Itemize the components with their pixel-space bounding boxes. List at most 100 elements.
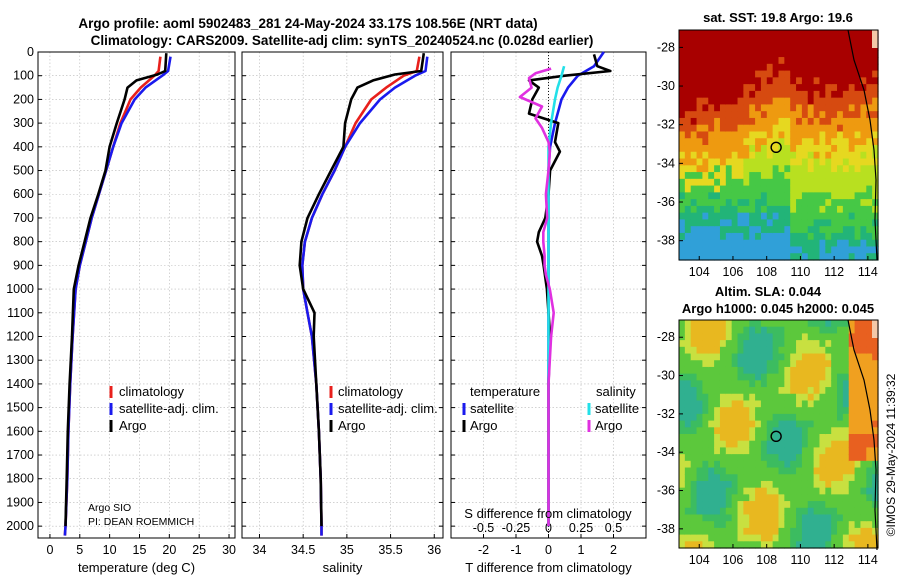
map-cell <box>854 460 862 469</box>
map-cell <box>860 57 867 65</box>
map-cell <box>725 353 733 361</box>
map-cell <box>842 434 850 442</box>
x-tick-label: 15 <box>133 543 147 557</box>
map-cell <box>743 534 750 542</box>
map-cell <box>772 393 780 402</box>
map-cell <box>749 185 756 193</box>
map-cell <box>825 440 832 449</box>
map-cell <box>684 454 692 462</box>
map-cell <box>831 158 838 166</box>
map-cell <box>848 514 856 522</box>
map-cell <box>690 165 698 173</box>
map-cell <box>831 360 838 368</box>
map-cell <box>772 474 780 482</box>
map-cell <box>819 63 826 72</box>
map-cell <box>743 340 750 348</box>
y-tick-label: 1300 <box>6 353 34 367</box>
map-cell <box>813 413 821 422</box>
map-cell <box>690 366 698 375</box>
map-cell <box>866 63 873 72</box>
map-cell <box>679 494 686 502</box>
map-cell <box>772 36 780 45</box>
y-tick-label: 200 <box>13 92 34 106</box>
map-cell <box>825 507 832 516</box>
map-cell <box>690 521 698 529</box>
map-cell <box>813 460 821 469</box>
map-cell <box>842 253 850 261</box>
map-cell <box>819 346 826 355</box>
map-cell <box>790 467 797 475</box>
map-cell <box>848 104 856 112</box>
map-cell <box>813 165 821 173</box>
map-cell <box>679 467 686 475</box>
map-cell <box>760 158 768 166</box>
map-cell <box>796 145 803 153</box>
map-cell <box>807 534 815 542</box>
map-cell <box>714 43 721 51</box>
map-cell <box>696 232 704 241</box>
map-cell <box>772 151 780 160</box>
map-cell <box>725 440 733 449</box>
map-cell <box>778 507 785 516</box>
map-cell <box>801 360 809 368</box>
map-cell <box>702 246 709 254</box>
map-cell <box>837 454 844 462</box>
map-cell <box>702 360 709 368</box>
map-cell <box>760 380 768 388</box>
map-cell <box>696 393 704 402</box>
map-cell <box>690 380 698 388</box>
map-cell <box>679 393 686 402</box>
map-cell <box>719 70 727 78</box>
x-tick-label: 108 <box>756 553 777 567</box>
map-cell <box>837 487 844 495</box>
map-cell <box>731 199 739 207</box>
map-cell <box>679 474 686 482</box>
map-cell <box>825 487 832 495</box>
legend-label-s-satellite: satellite <box>595 401 639 416</box>
map-cell <box>831 534 838 542</box>
map-cell <box>778 111 785 119</box>
map-cell <box>837 138 844 146</box>
y-tick-label: 700 <box>13 211 34 225</box>
map-cell <box>702 70 709 78</box>
map-cell <box>708 246 715 254</box>
map-cell <box>755 117 762 126</box>
map-cell <box>749 63 756 72</box>
map-cell <box>696 507 704 516</box>
map-cell <box>708 43 715 51</box>
map-cell <box>772 454 780 462</box>
map-cell <box>766 185 774 193</box>
map-cell <box>708 232 715 241</box>
map-cell <box>872 253 879 261</box>
map-cell <box>725 527 733 536</box>
map-cell <box>690 440 698 449</box>
map-cell <box>702 239 709 248</box>
map-cell <box>702 131 709 139</box>
map-cell <box>842 239 850 248</box>
map-cell <box>708 467 715 475</box>
map-cell <box>679 70 686 78</box>
map-cell <box>731 57 739 65</box>
map-cell <box>784 393 791 402</box>
map-cell <box>784 494 791 502</box>
map-cell <box>755 480 762 489</box>
map-cell <box>760 219 768 227</box>
map-cell <box>684 219 692 227</box>
map-cell <box>825 36 832 45</box>
map-cell <box>778 77 785 85</box>
map-cell <box>854 158 862 166</box>
map-cell <box>801 373 809 381</box>
map-cell <box>819 494 826 502</box>
map-cell <box>801 178 809 187</box>
map-cell <box>807 104 815 112</box>
map-cell <box>813 57 821 65</box>
map-cell <box>731 70 739 78</box>
map-cell <box>684 501 692 509</box>
map-cell <box>714 480 721 489</box>
map-cell <box>725 104 733 112</box>
map-cell <box>831 460 838 469</box>
map-cell <box>813 158 821 166</box>
map-cell <box>825 246 832 254</box>
map-cell <box>719 226 727 234</box>
map-cell <box>714 407 721 415</box>
